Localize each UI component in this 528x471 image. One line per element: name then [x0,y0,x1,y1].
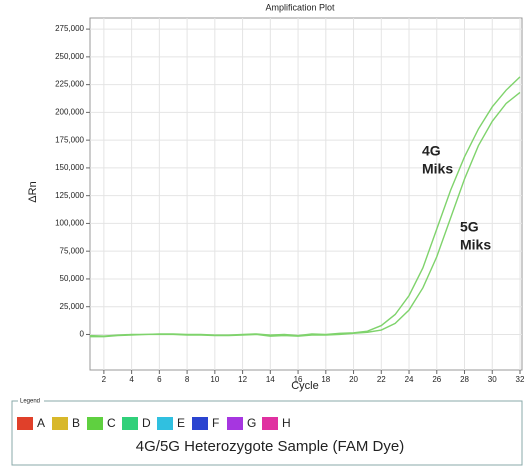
x-tick-label: 10 [210,375,219,384]
legend-swatch [157,417,173,430]
x-tick-label: 18 [321,375,330,384]
legend-swatch [87,417,103,430]
legend-box [11,400,523,466]
legend-label: F [212,416,219,430]
x-tick-label: 22 [377,375,386,384]
legend-label: H [282,416,291,430]
y-tick-label: 75,000 [60,246,85,255]
x-tick-label: 2 [102,375,107,384]
y-tick-label: 250,000 [55,52,84,61]
y-tick-label: 175,000 [55,135,84,144]
legend-title: Legend [20,399,40,405]
amplification-curve [89,76,521,337]
y-tick-label: 125,000 [55,191,84,200]
x-tick-label: 8 [185,375,190,384]
x-tick-label: 4 [129,375,134,384]
legend-swatch [227,417,243,430]
y-tick-label: 150,000 [55,163,84,172]
amplification-curve [90,91,521,338]
plot-frame [89,17,523,371]
x-tick-label: 24 [405,375,414,384]
x-tick-label: 28 [460,375,469,384]
legend-swatch [262,417,278,430]
annotation: 4G [422,143,441,159]
y-tick-label: 100,000 [55,219,84,228]
annotation: 5G [460,219,479,235]
y-tick-label: 50,000 [60,274,85,283]
chart-title: Amplification Plot [265,2,335,12]
annotation: Miks [460,237,491,253]
x-tick-label: 30 [488,375,497,384]
legend-title-bg [18,396,44,405]
x-tick-label: 32 [516,375,525,384]
y-tick-label: 225,000 [55,80,84,89]
y-tick-label: 25,000 [60,302,85,311]
legend-label: E [177,416,185,430]
legend-label: D [142,416,151,430]
y-tick-label: 275,000 [55,24,84,33]
y-tick-label: 200,000 [55,107,84,116]
legend-label: B [72,416,80,430]
legend-swatch [122,417,138,430]
x-tick-label: 20 [349,375,358,384]
legend-label: G [247,416,256,430]
legend-label: C [107,416,116,430]
x-tick-label: 16 [294,375,303,384]
y-axis-label: ΔRn [27,181,39,202]
legend-swatch [52,417,68,430]
legend-caption: 4G/5G Heterozygote Sample (FAM Dye) [136,438,404,455]
legend-swatch [192,417,208,430]
y-tick-label: 0 [80,330,85,339]
x-tick-label: 14 [266,375,275,384]
x-axis-label: Cycle [291,380,319,392]
legend-swatch [17,417,33,430]
x-tick-label: 26 [432,375,441,384]
x-tick-label: 12 [238,375,247,384]
x-tick-label: 6 [157,375,162,384]
legend-label: A [37,416,45,430]
annotation: Miks [422,161,453,177]
